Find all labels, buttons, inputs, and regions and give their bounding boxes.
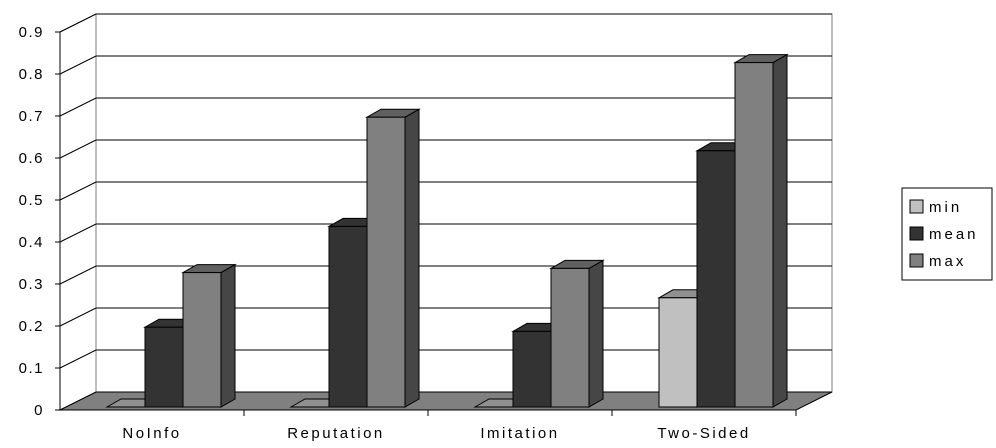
y-tick-label: 0.6 — [19, 150, 44, 167]
gridline — [59, 97, 832, 117]
y-axis-ticks: 0 0.1 0.2 0.3 0.4 0.5 0.6 0.7 0.8 0.9 — [19, 24, 61, 419]
y-tick-label: 0.8 — [19, 66, 44, 83]
gridline — [59, 181, 832, 201]
legend: min mean max — [901, 187, 993, 281]
bar-max-imitation — [549, 259, 605, 408]
legend-swatch-min — [909, 199, 924, 214]
y-tick-label: 0.5 — [19, 192, 44, 209]
gridline — [59, 139, 832, 159]
x-tick-label: Two-Sided — [657, 425, 750, 442]
side-wall — [59, 13, 97, 411]
y-tick-label: 0 — [34, 402, 44, 419]
bar-max-reputation — [365, 108, 421, 408]
x-axis-labels: NoInfo Reputation Imitation Two-Sided — [60, 409, 797, 442]
gridline — [59, 13, 832, 33]
gridlines — [59, 13, 832, 369]
legend-swatch-mean — [909, 226, 924, 241]
y-tick-label: 0.2 — [19, 318, 44, 335]
legend-label-mean: mean — [929, 226, 979, 243]
gridline — [59, 55, 832, 75]
gridline — [59, 223, 832, 243]
bar-max-two-sided — [733, 53, 789, 408]
y-tick-label: 0.4 — [19, 234, 44, 251]
bars — [105, 53, 789, 408]
x-tick-label: NoInfo — [122, 425, 181, 442]
y-tick-label: 0.9 — [19, 24, 44, 41]
legend-swatch-max — [909, 253, 924, 268]
y-tick-label: 0.7 — [19, 108, 44, 125]
bar-max-noinfo — [181, 263, 237, 408]
y-tick-label: 0.1 — [19, 360, 44, 377]
legend-label-min: min — [929, 199, 962, 216]
x-tick-label: Imitation — [480, 425, 559, 442]
y-tick-label: 0.3 — [19, 276, 44, 293]
legend-label-max: max — [929, 253, 966, 270]
x-tick-label: Reputation — [287, 425, 385, 442]
